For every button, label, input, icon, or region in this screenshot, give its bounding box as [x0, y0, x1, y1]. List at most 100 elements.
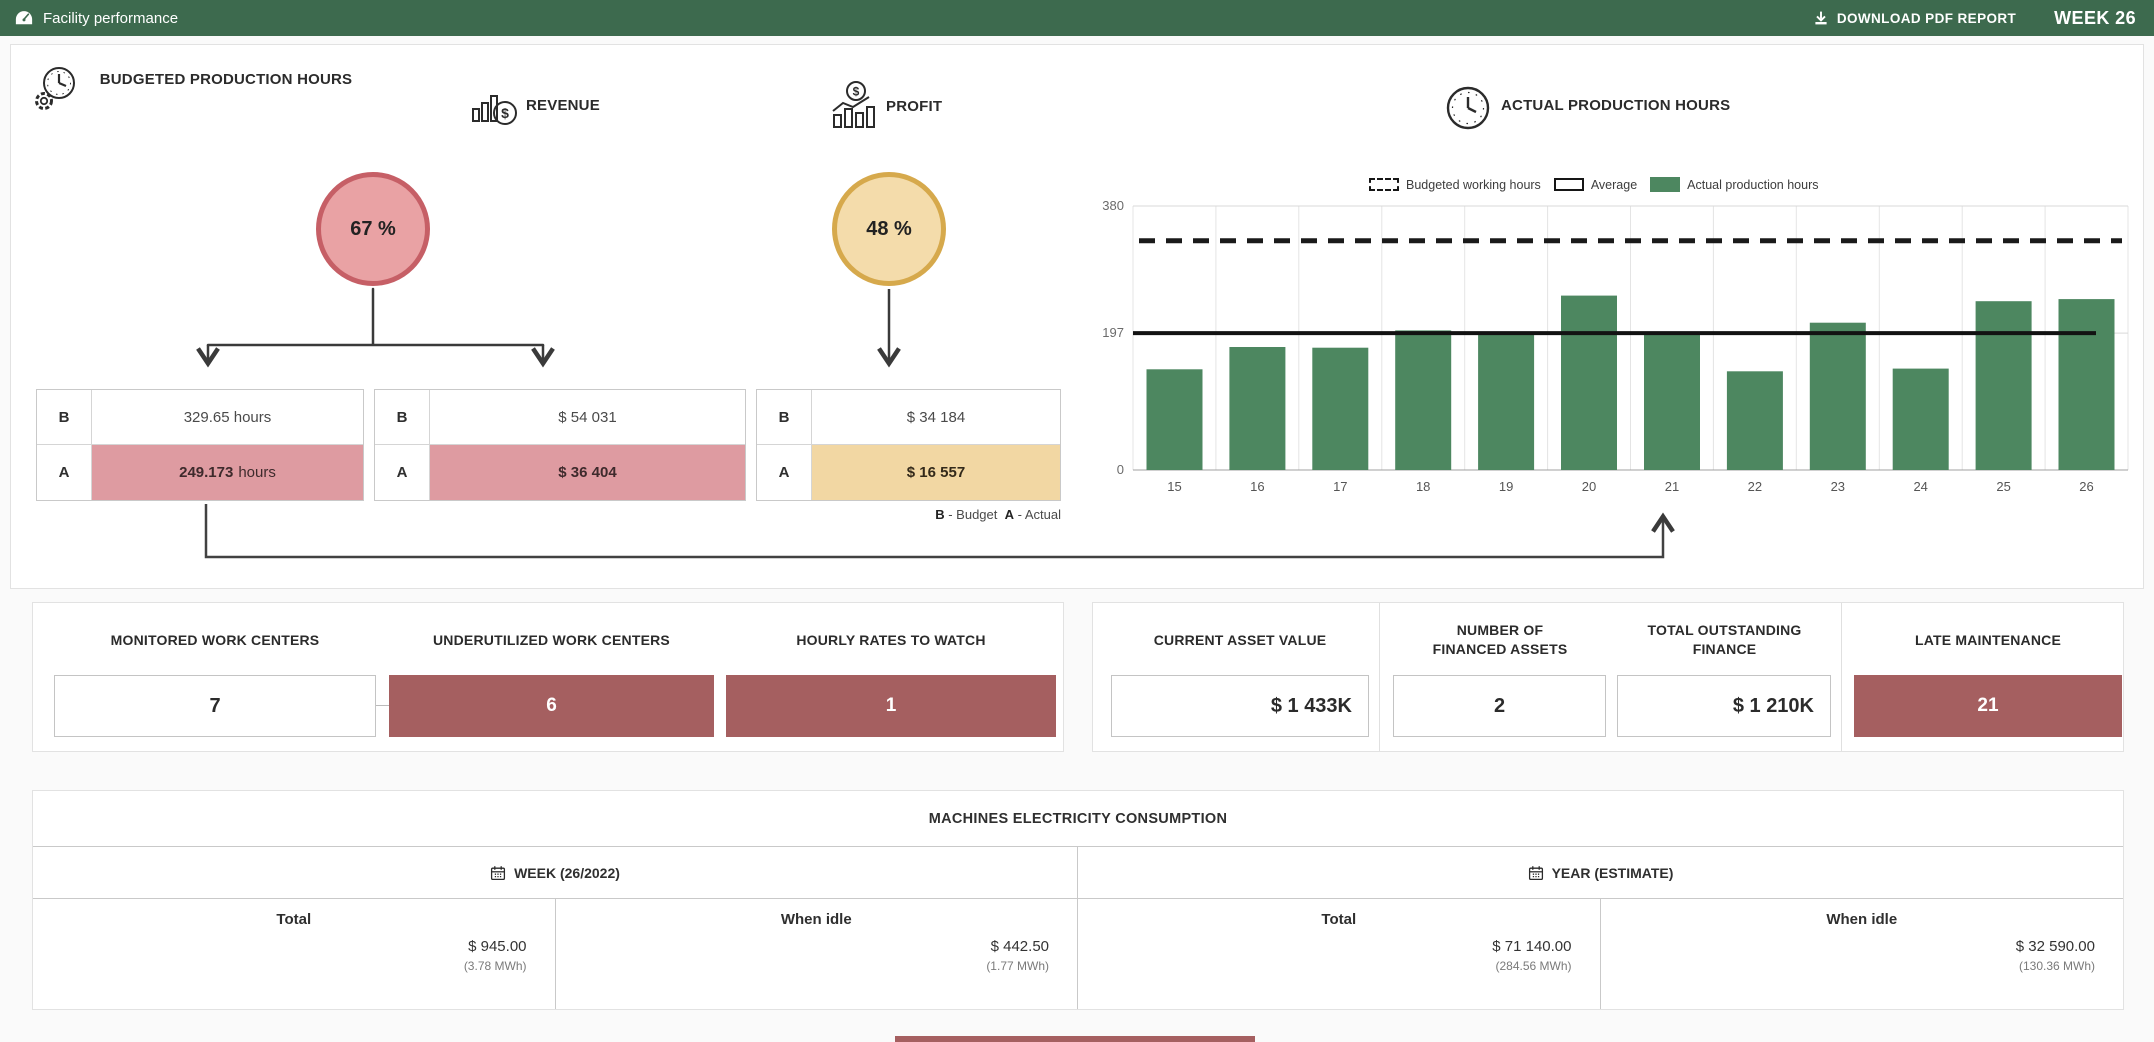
footnote-b-label: - Budget	[948, 507, 998, 522]
clock-icon	[1444, 84, 1492, 132]
week-badge: WEEK 26	[2054, 7, 2136, 28]
row-label-budget: B	[757, 390, 812, 445]
svg-text:19: 19	[1499, 479, 1513, 494]
clock-gear-icon	[31, 63, 81, 113]
chart-legend: Budgeted working hours Average Actual pr…	[1369, 177, 1819, 192]
revenue-actual-value: $ 36 404	[430, 445, 745, 500]
week-idle-usd: $ 442.50	[990, 938, 1049, 955]
row-label-actual: A	[37, 445, 92, 500]
calendar-icon	[1528, 865, 1544, 881]
stat-total-outstanding-finance: $ 1 210K	[1617, 675, 1831, 737]
year-idle-label: When idle	[1826, 911, 1898, 928]
app-title: Facility performance	[43, 9, 179, 27]
divider	[1841, 603, 1842, 751]
stat-label-monitored-work-centers: MONITORED WORK CENTERS	[110, 632, 320, 648]
revenue-budget-value: $ 54 031	[430, 390, 745, 445]
electricity-consumption-panel: MACHINES ELECTRICITY CONSUMPTION WEEK (2…	[32, 790, 2124, 1010]
download-icon	[1813, 10, 1829, 26]
box-connector-line	[376, 705, 389, 706]
budgeted-hours-budget-value: 329.65 hours	[92, 390, 363, 445]
chart-section-title: ACTUAL PRODUCTION HOURS	[1501, 97, 1731, 114]
stat-label-number-of-financed-assets: NUMBER OF FINANCED ASSETS	[1432, 622, 1568, 657]
budget-utilization-circle: 67 %	[316, 172, 430, 286]
dashed-swatch-icon	[1369, 178, 1399, 191]
week-idle-label: When idle	[780, 911, 852, 928]
stat-label-total-outstanding-finance: TOTAL OUTSTANDING FINANCE	[1647, 622, 1802, 657]
svg-text:$: $	[501, 105, 509, 121]
actual-hours-unit: hours	[238, 464, 276, 481]
year-header-cell: YEAR (ESTIMATE)	[1078, 847, 2123, 898]
assets-panel: CURRENT ASSET VALUE NUMBER OF FINANCED A…	[1092, 602, 2124, 752]
year-idle-mwh: (130.36 MWh)	[2018, 959, 2095, 973]
year-idle-usd: $ 32 590.00	[2015, 938, 2095, 955]
divider	[1379, 603, 1380, 751]
stat-label-hourly-rates-to-watch: HOURLY RATES TO WATCH	[796, 632, 986, 648]
year-total-mwh: (284.56 MWh)	[1495, 959, 1572, 973]
footnote-a-label: - Actual	[1017, 507, 1061, 522]
budgeted-hours-table: B 329.65 hours A 249.173 hours	[36, 389, 364, 501]
legend-average: Average	[1553, 177, 1638, 192]
performance-panel: BUDGETED PRODUCTION HOURS $ REVENUE $ PR…	[10, 44, 2144, 589]
outlined-swatch-icon	[1553, 178, 1584, 191]
stat-monitored-work-centers: 7	[54, 675, 376, 737]
footnote-a: A	[1004, 507, 1015, 522]
calendar-icon	[490, 865, 506, 881]
week-idle-cell: When idle $ 442.50 (1.77 MWh)	[556, 899, 1078, 1009]
footnote-b: B	[935, 507, 945, 522]
profit-budget-value: $ 34 184	[812, 390, 1060, 445]
dashboard-gauge-icon	[14, 9, 34, 27]
work-centers-panel: MONITORED WORK CENTERS UNDERUTILIZED WOR…	[32, 602, 1064, 752]
legend-actual-production-hours: Actual production hours	[1650, 177, 1819, 192]
week-idle-mwh: (1.77 MWh)	[986, 959, 1049, 973]
week-total-mwh: (3.78 MWh)	[463, 959, 527, 973]
year-total-usd: $ 71 140.00	[1492, 938, 1572, 955]
budget-utilization-percent: 67 %	[350, 217, 396, 240]
svg-text:26: 26	[2079, 479, 2093, 494]
svg-text:$: $	[853, 85, 860, 99]
row-label-budget: B	[37, 390, 92, 445]
stat-number-of-financed-assets: 2	[1393, 675, 1606, 737]
year-idle-cell: When idle $ 32 590.00 (130.36 MWh)	[1601, 899, 2124, 1009]
stat-label-underutilized-work-centers: UNDERUTILIZED WORK CENTERS	[433, 632, 670, 648]
svg-text:20: 20	[1582, 479, 1596, 494]
row-label-budget: B	[375, 390, 430, 445]
topbar: Facility performance DOWNLOAD PDF REPORT…	[0, 0, 2154, 36]
revenue-table: B $ 54 031 A $ 36 404	[374, 389, 746, 501]
profit-ratio-circle: 48 %	[832, 172, 946, 286]
svg-text:0: 0	[1117, 462, 1124, 477]
svg-text:197: 197	[1102, 325, 1124, 340]
legend-budgeted-working-hours: Budgeted working hours	[1369, 178, 1541, 192]
next-section-partial-header	[895, 1036, 1255, 1042]
download-label: DOWNLOAD PDF REPORT	[1836, 10, 2017, 26]
svg-text:17: 17	[1333, 479, 1347, 494]
profit-table: B $ 34 184 A $ 16 557	[756, 389, 1061, 501]
stat-hourly-rates-to-watch: 1	[726, 675, 1056, 737]
download-pdf-button[interactable]: DOWNLOAD PDF REPORT	[1813, 10, 2016, 26]
year-total-label: Total	[1321, 911, 1357, 928]
week-total-cell: Total $ 945.00 (3.78 MWh)	[33, 899, 556, 1009]
budgeted-hours-actual-value: 249.173 hours	[92, 445, 363, 500]
legend-label: Budgeted working hours	[1406, 177, 1541, 192]
week-total-label: Total	[276, 911, 312, 928]
stat-underutilized-work-centers: 6	[389, 675, 714, 737]
legend-label: Actual production hours	[1687, 177, 1819, 192]
stat-current-asset-value: $ 1 433K	[1111, 675, 1369, 737]
kpi-title-profit: PROFIT	[886, 98, 943, 115]
stat-late-maintenance: 21	[1854, 675, 2122, 737]
profit-actual-value: $ 16 557	[812, 445, 1060, 500]
svg-text:25: 25	[1996, 479, 2010, 494]
legend-label: Average	[1590, 177, 1638, 192]
year-header: YEAR (ESTIMATE)	[1551, 864, 1674, 881]
profit-bars-coin-icon: $	[829, 79, 881, 131]
svg-text:15: 15	[1167, 479, 1181, 494]
svg-text:22: 22	[1748, 479, 1762, 494]
svg-text:23: 23	[1831, 479, 1845, 494]
svg-text:24: 24	[1913, 479, 1927, 494]
week-total-usd: $ 945.00	[468, 938, 527, 955]
svg-text:21: 21	[1665, 479, 1679, 494]
stat-label-current-asset-value: CURRENT ASSET VALUE	[1153, 632, 1327, 648]
green-swatch-icon	[1650, 177, 1681, 192]
profit-ratio-percent: 48 %	[866, 217, 912, 240]
kpi-title-budgeted-hours: BUDGETED PRODUCTION HOURS	[99, 71, 353, 88]
row-label-actual: A	[375, 445, 430, 500]
